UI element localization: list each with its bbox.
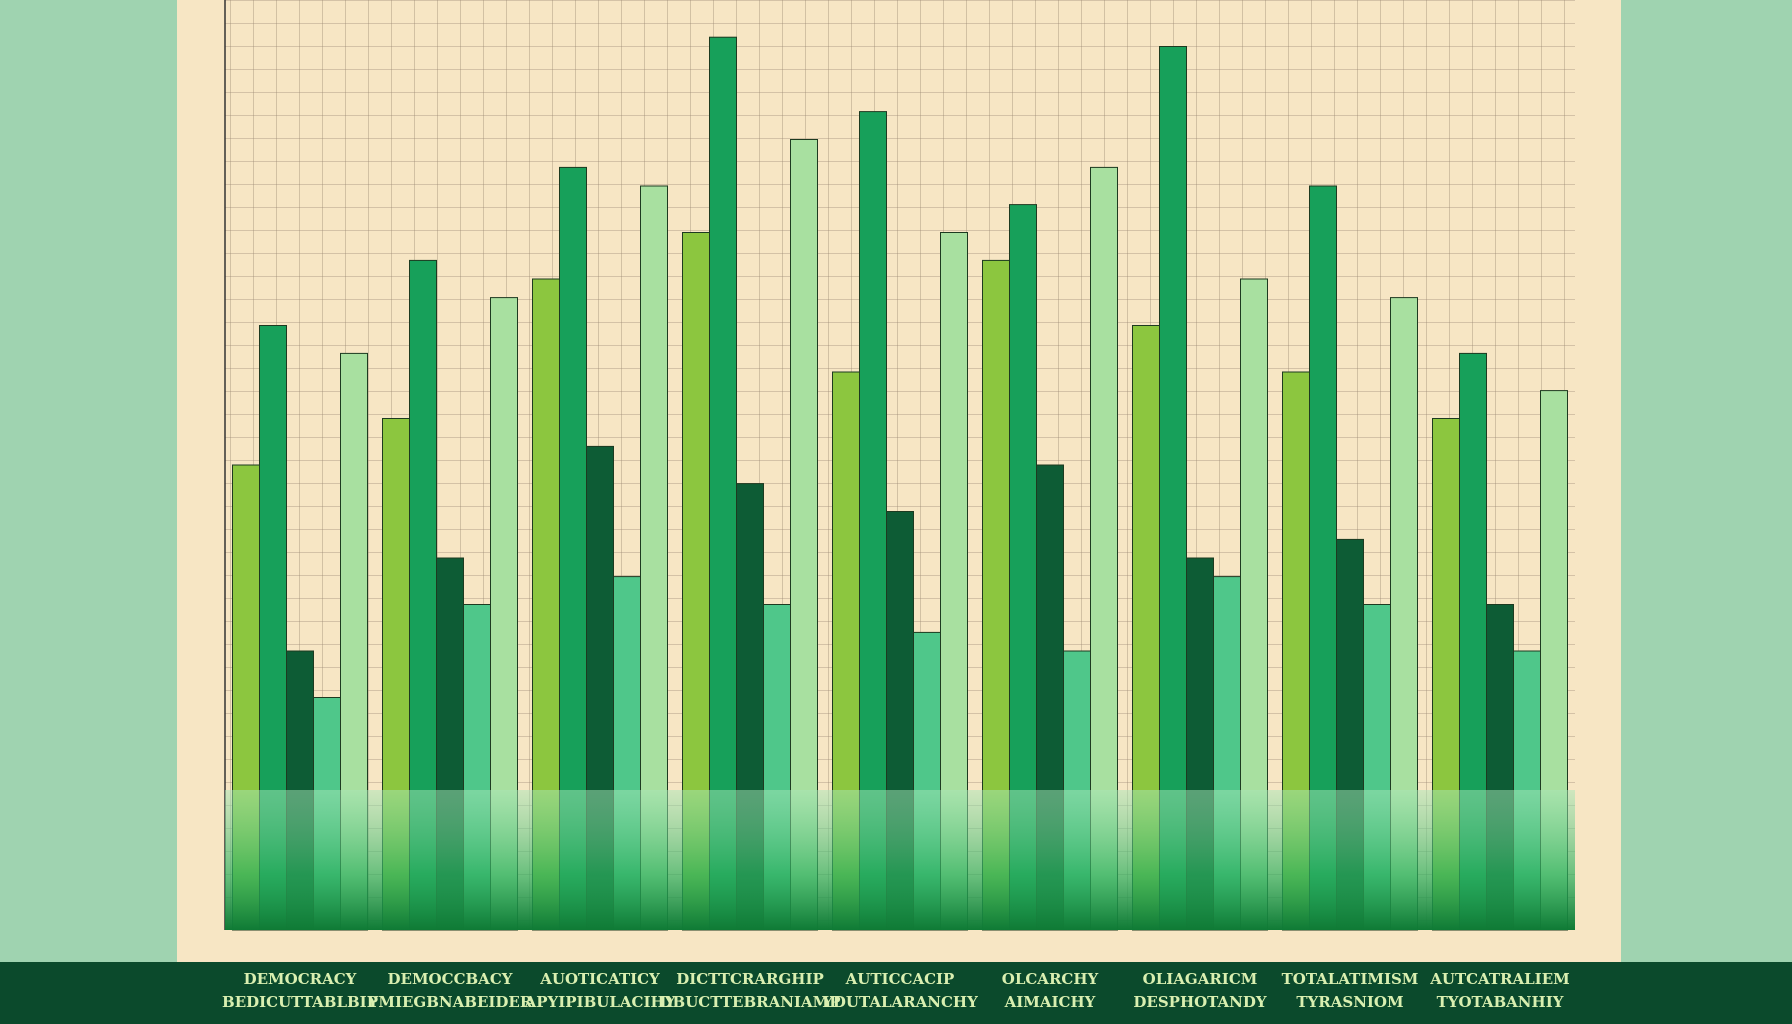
x-tick-label: OLCARCHY — [1002, 970, 1099, 988]
x-tick-sublabel: YMIEGBNABEIDER — [367, 993, 533, 1011]
x-tick-sublabel: YDUTALARANCHY — [821, 993, 978, 1011]
label-band — [0, 962, 1792, 1024]
x-tick-sublabel: BEDICUTTABLBIP — [222, 993, 378, 1011]
x-tick-label: OLIAGARICM — [1143, 970, 1258, 988]
base-band — [225, 790, 1575, 930]
labels: DEMOCRACY BEDICUTTABLBIP DEMOCCBACY YMIEGBN… — [222, 970, 1570, 1011]
x-tick-label: TOTALATIMISM — [1282, 970, 1419, 988]
x-tick-sublabel: TYRASNIOM — [1296, 993, 1403, 1011]
x-tick-sublabel: AIMAICHY — [1004, 993, 1096, 1011]
x-tick-label: AUOTICATICY — [539, 970, 660, 988]
x-tick-sublabel: DBUCTTEBRANIAMP — [660, 993, 841, 1011]
x-tick-label: DICTTCRARGHIP — [676, 970, 824, 988]
x-tick-label: AUTCATRALIEM — [1429, 970, 1570, 988]
x-tick-sublabel: DESPHOTANDY — [1133, 993, 1266, 1011]
x-tick-label: DEMOCRACY — [244, 970, 357, 988]
x-tick-label: AUTICCACIP — [845, 970, 955, 988]
x-tick-label: DEMOCCBACY — [388, 970, 513, 988]
x-tick-sublabel: TYOTABANHIY — [1437, 993, 1564, 1011]
x-tick-sublabel: APYIPIBULACIHY — [524, 993, 676, 1011]
